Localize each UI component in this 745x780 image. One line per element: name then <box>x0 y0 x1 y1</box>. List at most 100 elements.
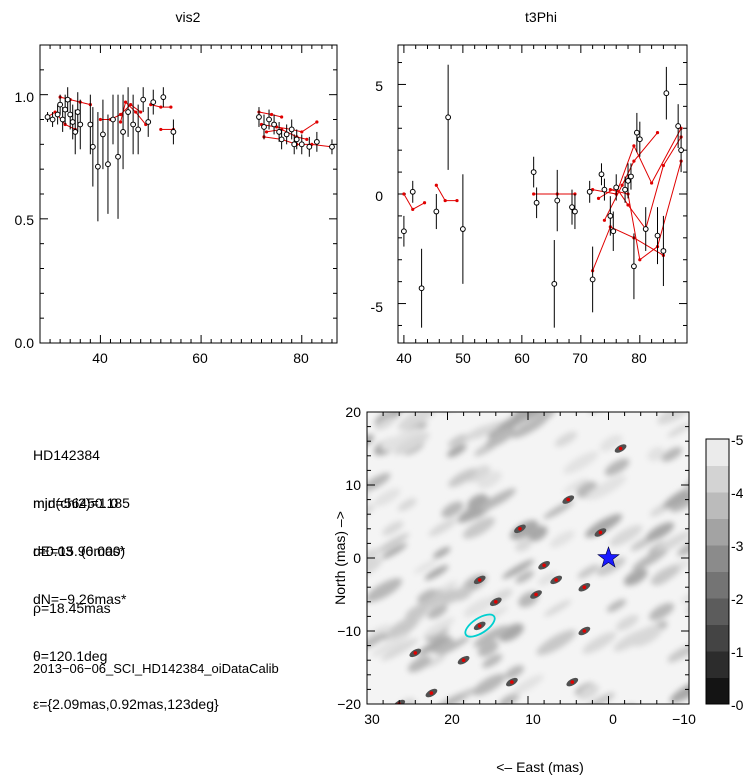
map-contour-blob <box>606 599 627 613</box>
model-point <box>443 198 447 203</box>
colorbar-step <box>706 545 729 572</box>
t3phi-ytick-label: 5 <box>375 78 383 94</box>
map-contour-blob <box>375 416 396 431</box>
map-contour-blob <box>669 679 689 703</box>
model-point <box>632 144 636 148</box>
model-point <box>139 110 143 114</box>
map-contour-blob <box>534 412 559 418</box>
map-contour-blob <box>677 532 689 556</box>
data-point <box>59 116 66 123</box>
data-point <box>69 119 76 125</box>
data-point <box>610 228 617 235</box>
data-point <box>663 90 670 97</box>
model-point <box>455 198 459 203</box>
map-contour-blob <box>609 525 643 547</box>
best-fit-ellipse <box>464 613 496 638</box>
map-contour-blob <box>511 674 544 695</box>
local-minimum-point <box>582 629 587 633</box>
t3phi-model-lines <box>402 126 683 273</box>
map-contour-blob <box>528 412 556 427</box>
local-minimum-point <box>413 651 418 655</box>
map-contour-blob <box>515 538 532 552</box>
data-point <box>675 123 682 129</box>
model-point <box>411 207 415 211</box>
map-background <box>367 412 689 704</box>
data-point <box>418 285 425 292</box>
map-contour-blob <box>375 533 410 554</box>
local-minimum-point <box>598 530 603 535</box>
map-xtick-label: 30 <box>364 711 380 727</box>
fit-info: HD142384 mjd=56450.185 <box>33 415 130 527</box>
map-contour-blob <box>371 633 411 657</box>
model-point <box>123 100 128 104</box>
vis2-xtick-label: 80 <box>293 350 309 366</box>
colorbar-label: -2 <box>731 591 744 607</box>
map-contour-blob <box>477 471 502 489</box>
map-contour-blob <box>549 530 575 548</box>
data-point <box>631 263 637 270</box>
map-contour-blob <box>613 628 649 652</box>
data-point <box>530 169 537 175</box>
colorbar-step <box>706 624 729 652</box>
map-contour-blob <box>649 602 675 621</box>
map-contour-blob <box>466 465 491 483</box>
map-contour-blob <box>563 478 588 494</box>
map-contour-blob <box>645 522 675 542</box>
local-minimum-point <box>542 563 546 568</box>
data-point <box>586 188 593 195</box>
vis2-axis-ticks <box>40 44 337 344</box>
map-contour-blob <box>502 559 535 579</box>
data-file-label: 2013−06−06_SCI_HD142384_oiDataCalib <box>33 661 279 676</box>
data-point <box>160 94 167 101</box>
vis2-data-points <box>44 87 335 222</box>
data-point <box>400 228 407 235</box>
data-point <box>54 111 61 118</box>
data-point <box>601 186 608 193</box>
t3phi-xtick-label: 40 <box>396 350 412 366</box>
map-contour-blob <box>577 564 600 579</box>
colorbar-label: -4 <box>731 485 744 501</box>
target-name: HD142384 <box>33 447 100 463</box>
t3phi-plot: t3Phi -5 0 5 40 50 60 70 80 <box>371 9 688 366</box>
model-point <box>434 183 438 187</box>
map-contour-blob <box>381 638 419 661</box>
map-xtick-label: 10 <box>525 711 541 727</box>
star-icon <box>597 546 620 568</box>
colorbar-label: -0 <box>731 697 744 713</box>
local-minimum-point <box>566 497 571 502</box>
model-point <box>300 130 304 134</box>
map-contour-blob <box>441 585 471 605</box>
map-contour-blob <box>680 589 689 604</box>
data-point <box>256 114 262 120</box>
vis2-ytick-label: 0.5 <box>15 212 35 228</box>
colorbar-step <box>706 492 729 519</box>
data-point <box>533 199 540 206</box>
model-point <box>118 120 123 124</box>
map-contour-blob <box>585 475 625 500</box>
map-contour-blob <box>661 447 683 462</box>
map-contour-blob <box>447 434 467 447</box>
map-contour-blob <box>505 665 524 679</box>
data-point <box>145 119 152 125</box>
map-contour-blob <box>367 632 387 650</box>
map-contour-blob <box>582 631 617 654</box>
colorbar-step <box>706 677 729 705</box>
dn-value: dN=−9.26mas* <box>33 591 127 607</box>
map-contour-blob <box>543 599 572 617</box>
data-point <box>678 147 685 154</box>
data-point <box>551 280 558 287</box>
map-contour-blob <box>584 692 615 704</box>
map-contour-blob <box>397 498 417 512</box>
map-contour-blob <box>654 531 689 554</box>
data-point <box>87 121 94 128</box>
map-contour-blob <box>615 702 638 721</box>
local-minimum-point <box>429 691 434 695</box>
map-contour-blob <box>662 484 689 509</box>
model-point <box>596 196 601 200</box>
data-point <box>409 188 416 195</box>
data-point <box>120 129 126 135</box>
data-point <box>288 126 295 133</box>
map-contour-blob <box>462 517 496 539</box>
model-line <box>592 226 664 271</box>
